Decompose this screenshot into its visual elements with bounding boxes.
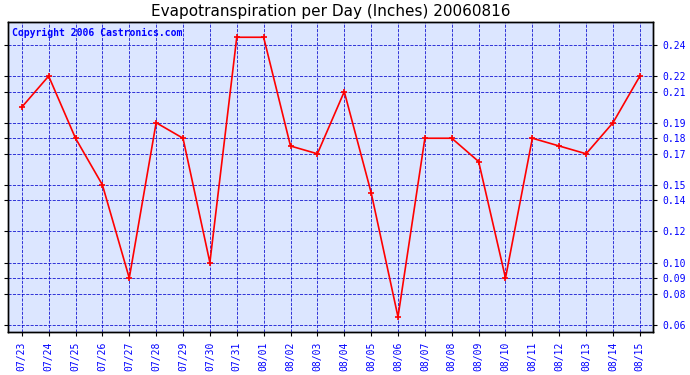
Title: Evapotranspiration per Day (Inches) 20060816: Evapotranspiration per Day (Inches) 2006… <box>151 4 511 19</box>
Text: Copyright 2006 Castronics.com: Copyright 2006 Castronics.com <box>12 28 182 38</box>
